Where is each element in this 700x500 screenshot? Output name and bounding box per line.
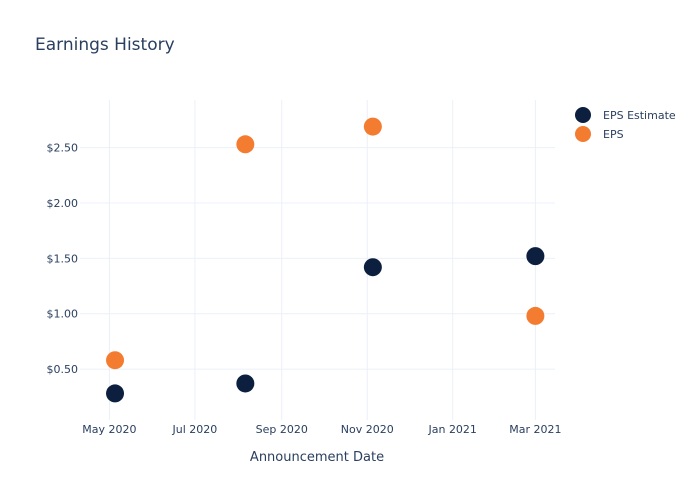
y-tick-label: $1.00 [47,308,79,321]
point-eps[interactable] [363,117,382,136]
legend[interactable]: EPS Estimate EPS [575,107,676,142]
axis-ticks: May 2020 Jul 2020 Sep 2020 Nov 2020 Jan 2021… [47,142,562,436]
chart-title: Earnings History [35,35,175,55]
y-tick-label: $1.50 [47,252,79,265]
x-tick-label: Nov 2020 [341,423,394,436]
point-eps-estimate[interactable] [106,384,125,403]
x-tick-label: Sep 2020 [256,423,308,436]
point-eps-estimate[interactable] [236,374,255,393]
point-eps-estimate[interactable] [526,247,545,266]
legend-marker[interactable] [575,107,591,123]
point-eps-estimate[interactable] [363,258,382,277]
x-tick-label: May 2020 [82,423,136,436]
y-tick-label: $0.50 [47,363,79,376]
y-tick-label: $2.50 [47,142,79,155]
x-tick-label: Mar 2021 [509,423,561,436]
y-tick-label: $2.00 [47,197,79,210]
gridlines [80,100,555,420]
point-eps[interactable] [526,306,545,325]
legend-marker[interactable] [575,126,591,142]
point-eps[interactable] [106,351,125,370]
data-points [106,117,545,403]
x-tick-label: Jul 2020 [172,423,218,436]
x-tick-label: Jan 2021 [427,423,476,436]
legend-label[interactable]: EPS Estimate [603,109,676,122]
legend-label[interactable]: EPS [603,128,624,141]
x-axis-label: Announcement Date [250,450,384,465]
point-eps[interactable] [236,135,255,154]
